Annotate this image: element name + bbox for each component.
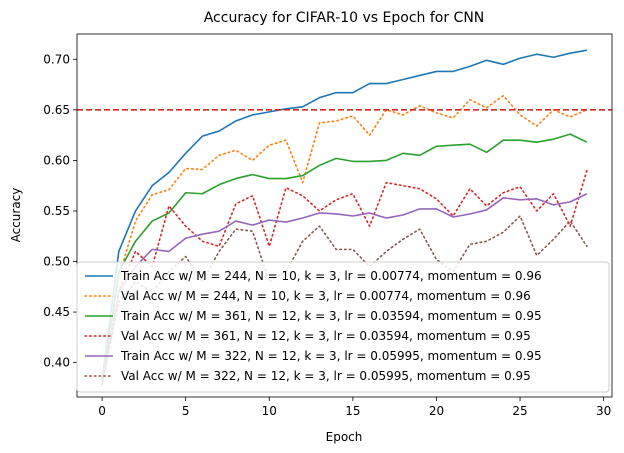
series-line-3: [101, 169, 588, 386]
legend-box: [76, 261, 610, 393]
x-tick-label-1: 5: [182, 404, 190, 418]
series-line-2: [101, 133, 588, 385]
x-tick-label-3: 15: [345, 404, 360, 418]
y-tick-label-2: 0.50: [43, 255, 70, 269]
y-axis-label: Accuracy: [9, 188, 23, 243]
y-tick-label-6: 0.70: [43, 52, 70, 66]
series-line-1: [101, 94, 588, 386]
legend-label-5: Val Acc w/ M = 322, N = 12, k = 3, lr = …: [121, 369, 531, 383]
legend-label-1: Val Acc w/ M = 244, N = 10, k = 3, lr = …: [121, 289, 531, 303]
y-tick-label-0: 0.40: [43, 356, 70, 370]
x-tick-label-2: 10: [262, 404, 277, 418]
x-tick-label-6: 30: [596, 404, 611, 418]
series-line-4: [101, 193, 588, 386]
legend: Train Acc w/ M = 244, N = 10, k = 3, lr …: [76, 261, 610, 393]
y-axis: 0.40 0.45 0.50 0.55 0.60 0.65 0.70: [43, 52, 77, 370]
x-axis: 0 5 10 15 20 25 30: [98, 397, 611, 418]
chart-title: Accuracy for CIFAR-10 vs Epoch for CNN: [204, 10, 485, 26]
plot-frame: [76, 33, 613, 398]
legend-label-4: Train Acc w/ M = 322, N = 12, k = 3, lr …: [120, 349, 542, 363]
x-tick-label-0: 0: [98, 404, 106, 418]
y-tick-label-5: 0.65: [43, 103, 70, 117]
plot-lines: [77, 49, 612, 386]
series-line-5: [101, 215, 588, 386]
series-line-0: [101, 49, 588, 380]
y-tick-label-4: 0.60: [43, 153, 70, 167]
legend-label-3: Val Acc w/ M = 361, N = 12, k = 3, lr = …: [121, 329, 531, 343]
y-tick-label-3: 0.55: [43, 204, 70, 218]
x-tick-label-4: 20: [429, 404, 444, 418]
x-tick-label-5: 25: [512, 404, 527, 418]
legend-label-0: Train Acc w/ M = 244, N = 10, k = 3, lr …: [120, 269, 542, 283]
legend-label-2: Train Acc w/ M = 361, N = 12, k = 3, lr …: [120, 309, 542, 323]
x-axis-label: Epoch: [326, 430, 363, 444]
y-tick-label-1: 0.45: [43, 305, 70, 319]
